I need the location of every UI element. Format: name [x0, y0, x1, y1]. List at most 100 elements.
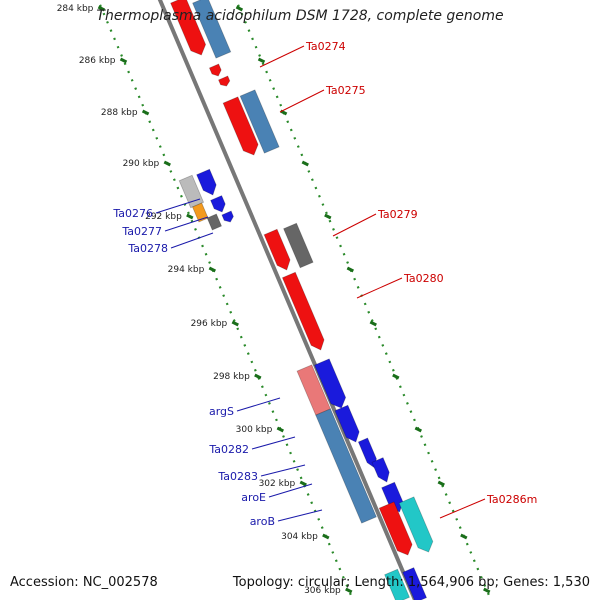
- tick-mark: [301, 160, 309, 167]
- gene-ta0278: [206, 213, 223, 231]
- gene-label-left: aroB: [250, 515, 275, 528]
- gene-bottom-blue: [402, 567, 428, 600]
- leader-line: [251, 436, 296, 450]
- gene-ta0279-b-shape: [283, 222, 314, 269]
- tick-label: 306 kbp: [304, 586, 341, 596]
- tick-mark: [97, 5, 106, 12]
- gene-ta0276-b-shape: [196, 168, 217, 196]
- leader-line: [259, 45, 305, 68]
- gene-ta0279-b: [283, 222, 314, 269]
- tick-mark: [119, 57, 128, 64]
- gene-aroe-shape: [371, 457, 390, 483]
- tick-mark: [257, 57, 266, 64]
- tick-label: 286 kbp: [79, 56, 116, 66]
- leader-line: [277, 509, 323, 522]
- label-layer: Ta0276 Ta0277 Ta0278 argS Ta0282 Ta0283 aroE ar…: [112, 40, 537, 528]
- gene-blue-small-1-shape: [210, 195, 226, 213]
- tick-mark: [141, 109, 150, 116]
- tick-label: 288 kbp: [101, 108, 138, 118]
- gene-ta0275-b-shape: [239, 89, 280, 154]
- gene-ta0282-steel: [315, 408, 377, 524]
- leader-line: [170, 232, 214, 249]
- tick-mark: [346, 266, 354, 273]
- tick-mark: [322, 533, 330, 540]
- genome-backbone: [157, 0, 418, 600]
- gene-label-left: Ta0276: [112, 207, 153, 220]
- accession-text: Accession: NC_002578: [10, 575, 158, 590]
- tick-label: 290 kbp: [123, 159, 160, 169]
- gene-ta0286m-b-shape: [398, 496, 434, 553]
- leader-line: [268, 483, 313, 498]
- tick-label: 302 kbp: [259, 479, 296, 489]
- gene-small-2-shape: [218, 75, 231, 87]
- leader-line: [332, 213, 377, 237]
- gene-ta0274-b-shape: [192, 0, 232, 59]
- tick-mark: [483, 587, 491, 594]
- tick-mark: [345, 587, 353, 594]
- gene-bottom-blue-shape: [402, 567, 428, 600]
- tick-mark: [392, 373, 400, 380]
- gene-ta0274-a-shape: [170, 0, 207, 56]
- leader-line: [236, 397, 281, 412]
- gene-ta0280: [281, 271, 325, 351]
- gene-ta0282-b: [334, 404, 360, 443]
- gene-ta0286m-b: [398, 496, 434, 553]
- gene-aroe: [371, 457, 390, 483]
- gene-small-2: [218, 75, 231, 87]
- gene-args-b: [313, 358, 347, 409]
- gene-label-right: Ta0279: [377, 208, 418, 221]
- gene-label-right: Ta0280: [403, 272, 444, 285]
- gene-ta0275-b: [239, 89, 280, 154]
- leader-line: [260, 464, 306, 477]
- gene-ta0282-steel-shape: [315, 408, 377, 524]
- gene-ta0276-b: [196, 168, 217, 196]
- tick-mark: [276, 426, 284, 433]
- gene-label-left: aroE: [241, 491, 266, 504]
- tick-mark: [231, 320, 239, 327]
- tick-label: 294 kbp: [168, 265, 205, 275]
- gene-ta0286m-a-shape: [378, 501, 413, 556]
- leader-line: [356, 277, 403, 299]
- tick-mark: [163, 160, 171, 167]
- leader-line: [439, 498, 486, 519]
- leader-line: [164, 216, 209, 232]
- gene-label-left: Ta0282: [208, 443, 249, 456]
- gene-ta0279-a-shape: [263, 228, 291, 271]
- gene-blue-small-2: [221, 210, 234, 223]
- tick-label: 292 kbp: [145, 212, 182, 222]
- gene-label-left: Ta0283: [217, 470, 258, 483]
- tick-track: 284 kbp 286 kbp 288 kbp 290 kbp 292 kbp 294 k…: [57, 0, 493, 600]
- gene-small-1-shape: [208, 63, 222, 77]
- tick-label: 298 kbp: [213, 372, 250, 382]
- gene-small-1: [208, 63, 222, 77]
- feature-layer: [170, 0, 434, 600]
- gene-label-right: Ta0275: [325, 84, 366, 97]
- leader-line: [155, 198, 201, 214]
- tick-label: 284 kbp: [57, 4, 94, 14]
- tick-mark: [437, 480, 445, 487]
- gene-label-right: Ta0274: [305, 40, 346, 53]
- gene-ta0274-a: [170, 0, 207, 56]
- map-title: Thermoplasma acidophilum DSM 1728, compl…: [96, 8, 504, 24]
- topology-text: Topology: circular; Length: 1,564,906 bp…: [232, 575, 590, 590]
- gene-ta0274-b: [192, 0, 232, 59]
- gene-ta0280-shape: [281, 271, 325, 351]
- gene-ta0282-b-shape: [334, 404, 360, 443]
- tick-mark: [186, 213, 194, 220]
- tick-label: 300 kbp: [236, 425, 273, 435]
- tick-mark: [369, 320, 377, 327]
- tick-mark: [414, 426, 422, 433]
- gene-ta0278-shape: [206, 213, 223, 231]
- gene-blue-small-2-shape: [221, 210, 234, 223]
- tick-mark: [254, 373, 262, 380]
- tick-mark: [299, 480, 307, 487]
- gene-label-left: Ta0277: [121, 225, 162, 238]
- gene-bottom-cyan-shape: [384, 568, 410, 600]
- gene-blue-small-1: [210, 195, 226, 213]
- tick-label: 304 kbp: [281, 532, 318, 542]
- gene-label-left: Ta0278: [127, 242, 168, 255]
- gene-label-left: argS: [209, 405, 234, 418]
- gene-bottom-cyan: [384, 568, 410, 600]
- gene-ta0279-a: [263, 228, 291, 271]
